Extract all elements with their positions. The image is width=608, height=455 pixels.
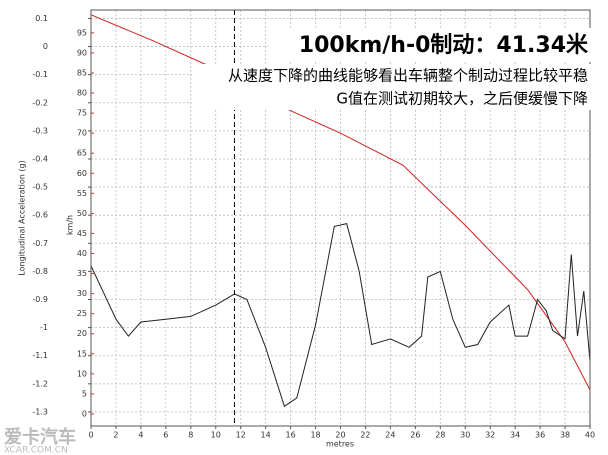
y2-tick-label: 15 bbox=[77, 349, 87, 358]
title-box bbox=[268, 28, 600, 62]
x-tick-label: 0 bbox=[88, 431, 93, 440]
watermark: 爱卡汽车 bbox=[4, 426, 76, 448]
y2-tick-label: 95 bbox=[77, 28, 87, 37]
y2-axis-label: km/h bbox=[66, 215, 75, 235]
y2-tick-label: 85 bbox=[77, 68, 87, 77]
note: G值在测试初期较大，之后便缓慢下降 bbox=[336, 90, 588, 108]
x-tick-label: 12 bbox=[236, 431, 246, 440]
y2-tick-label: 45 bbox=[77, 229, 87, 238]
y-tick-label: -1 bbox=[40, 323, 48, 332]
y2-tick-label: 80 bbox=[77, 89, 87, 98]
y2-tick-label: 40 bbox=[77, 249, 87, 258]
y-tick-label: -1.2 bbox=[32, 379, 48, 388]
x-axis-label: metres bbox=[326, 440, 354, 449]
x-tick-label: 26 bbox=[410, 431, 420, 440]
y2-tick-label: 55 bbox=[77, 189, 87, 198]
x-tick-label: 32 bbox=[485, 431, 495, 440]
series-line bbox=[90, 14, 591, 391]
y2-tick-label: 70 bbox=[77, 129, 87, 138]
y-tick-label: -0.4 bbox=[32, 154, 48, 163]
watermark-url: XCAR.COM.CN bbox=[4, 446, 68, 455]
y2-tick-label: 65 bbox=[77, 149, 87, 158]
x-tick-label: 2 bbox=[113, 431, 118, 440]
y2-tick-label: 60 bbox=[77, 169, 87, 178]
note: 从速度下降的曲线能够看出车辆整个制动过程比较平稳 bbox=[228, 67, 588, 85]
y-tick-label: -0.8 bbox=[32, 267, 48, 276]
note-box bbox=[192, 64, 600, 110]
y-tick-label: -0.1 bbox=[32, 70, 48, 79]
y2-tick-label: 25 bbox=[77, 309, 87, 318]
y-tick-label: 0 bbox=[43, 42, 48, 51]
x-tick-label: 8 bbox=[188, 431, 193, 440]
y-tick-label: -1.3 bbox=[32, 407, 48, 416]
y2-tick-label: 75 bbox=[77, 109, 87, 118]
y-tick-label: 0.1 bbox=[35, 14, 48, 23]
x-tick-label: 30 bbox=[460, 431, 470, 440]
x-tick-label: 40 bbox=[585, 431, 595, 440]
y2-tick-label: 20 bbox=[77, 329, 87, 338]
title: 100km/h-0制动：41.34米 bbox=[299, 33, 589, 58]
y-tick-label: -0.6 bbox=[32, 211, 48, 220]
x-tick-label: 24 bbox=[385, 431, 395, 440]
series-line bbox=[90, 223, 591, 408]
x-tick-label: 16 bbox=[286, 431, 296, 440]
x-tick-label: 10 bbox=[211, 431, 221, 440]
y-axis-label: Longitudinal Acceleration (g) bbox=[18, 160, 27, 275]
x-tick-label: 28 bbox=[435, 431, 445, 440]
plot bbox=[90, 10, 591, 426]
y2-tick-label: 5 bbox=[82, 389, 87, 398]
y2-tick-label: 35 bbox=[77, 269, 87, 278]
x-tick-label: 34 bbox=[510, 431, 520, 440]
x-tick-label: 20 bbox=[335, 431, 345, 440]
y-tick-label: -1.1 bbox=[32, 351, 48, 360]
x-tick-label: 14 bbox=[261, 431, 271, 440]
x-tick-label: 38 bbox=[560, 431, 570, 440]
y-tick-label: -0.7 bbox=[32, 239, 48, 248]
x-tick-label: 6 bbox=[163, 431, 168, 440]
x-tick-label: 4 bbox=[138, 431, 143, 440]
y2-tick-label: 50 bbox=[77, 209, 87, 218]
y2-tick-label: 10 bbox=[77, 369, 87, 378]
y2-tick-label: 30 bbox=[77, 289, 87, 298]
y2-tick-label: 0 bbox=[82, 409, 87, 418]
x-tick-label: 36 bbox=[535, 431, 545, 440]
x-tick-label: 18 bbox=[310, 431, 320, 440]
y-tick-label: -0.2 bbox=[32, 98, 48, 107]
y-tick-label: -0.3 bbox=[32, 126, 48, 135]
y2-tick-label: 90 bbox=[77, 48, 87, 57]
y-tick-label: -0.9 bbox=[32, 295, 48, 304]
x-tick-label: 22 bbox=[360, 431, 370, 440]
y-tick-label: -0.5 bbox=[32, 183, 48, 192]
